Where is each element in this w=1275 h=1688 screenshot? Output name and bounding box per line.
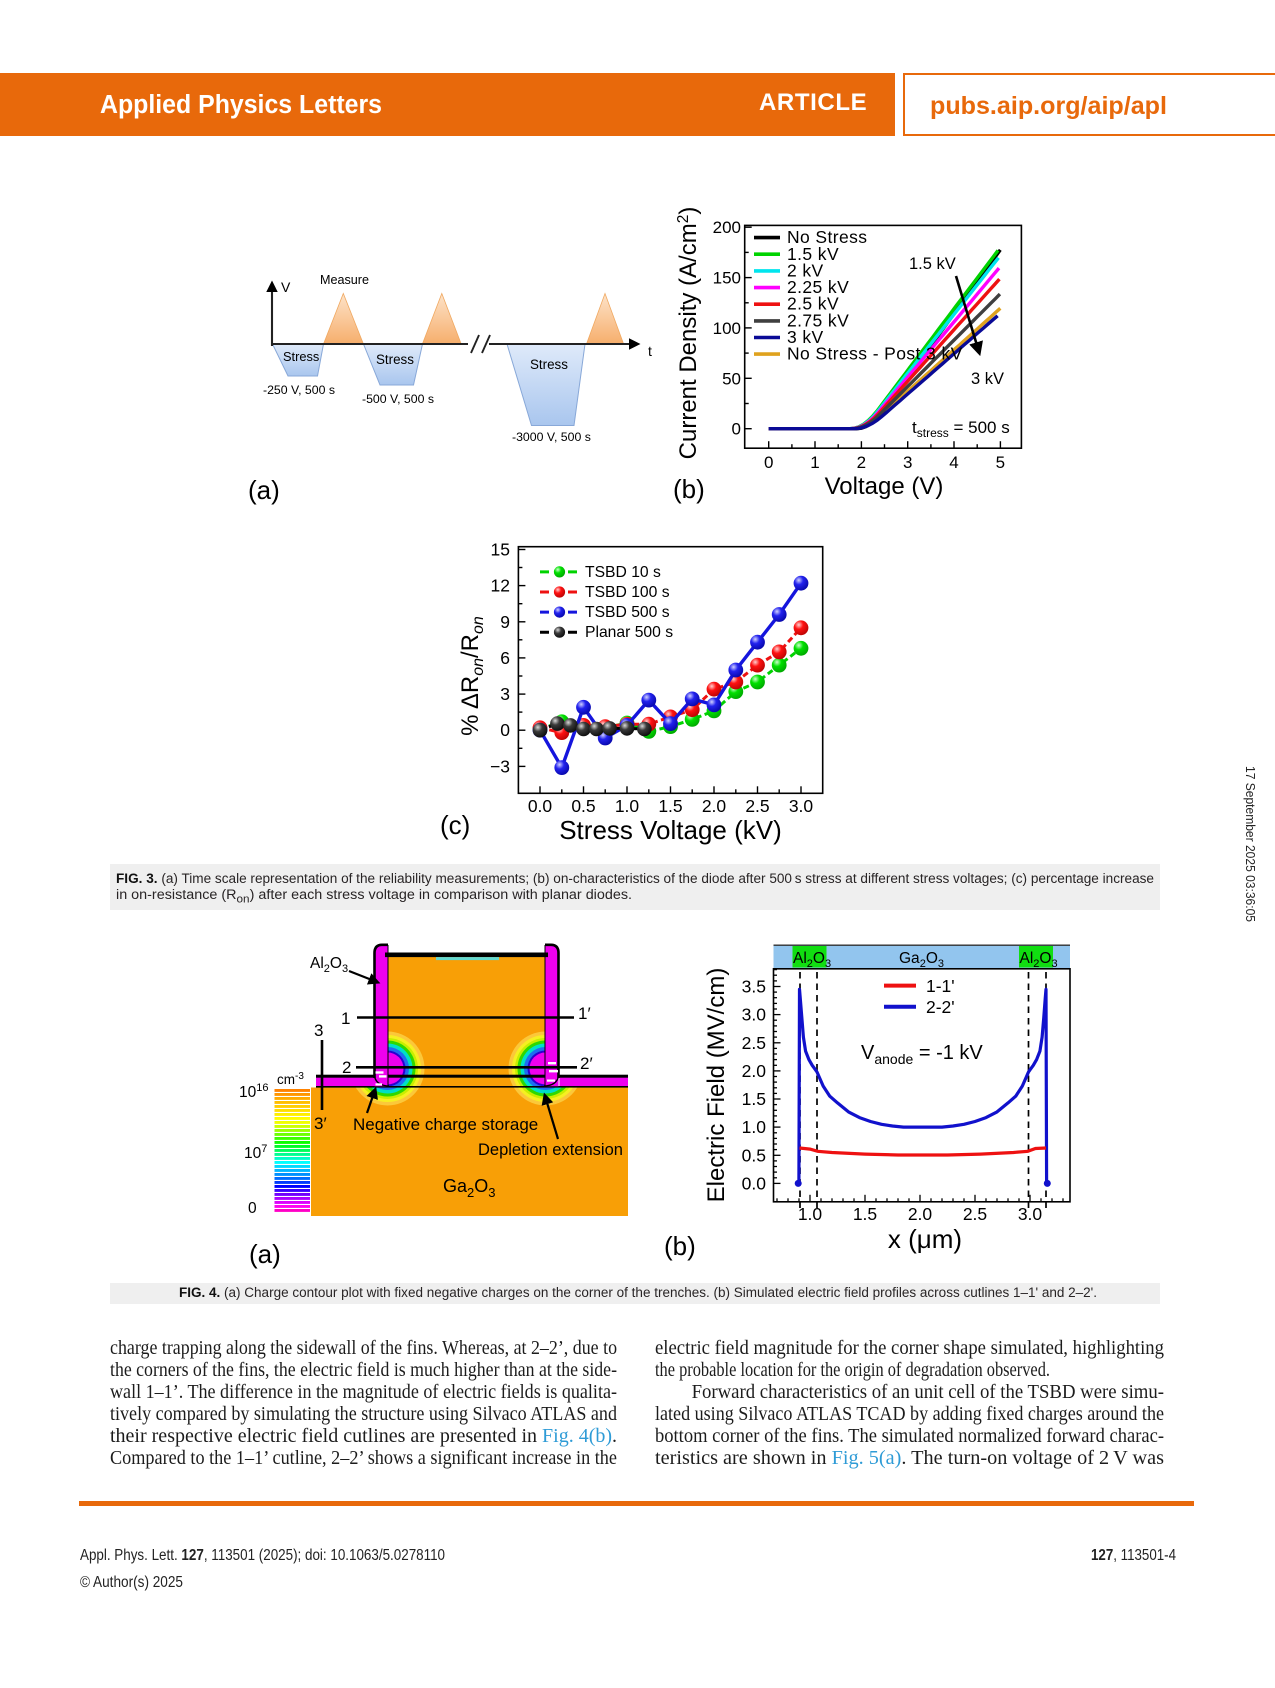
svg-text:1.0: 1.0 (742, 1117, 767, 1137)
svg-text:12: 12 (491, 576, 510, 596)
svg-text:2′: 2′ (580, 1054, 593, 1073)
svg-text:Stress Voltage (kV): Stress Voltage (kV) (559, 815, 782, 845)
svg-text:3 kV: 3 kV (971, 370, 1004, 388)
svg-text:1: 1 (810, 453, 819, 472)
svg-text:3.0: 3.0 (1018, 1204, 1043, 1224)
svg-text:2.0: 2.0 (742, 1061, 767, 1081)
svg-text:1: 1 (341, 1009, 350, 1028)
svg-text:Al2O3: Al2O3 (793, 950, 831, 970)
svg-text:Stress: Stress (376, 352, 414, 367)
svg-text:3 kV: 3 kV (787, 327, 824, 347)
svg-text:Voltage (V): Voltage (V) (825, 473, 944, 500)
svg-text:(a): (a) (249, 1239, 281, 1269)
svg-text:2 kV: 2 kV (787, 260, 824, 280)
svg-text:V: V (281, 279, 291, 295)
svg-text:(b): (b) (673, 474, 705, 504)
svg-text:2.5: 2.5 (742, 1033, 766, 1053)
svg-text:0: 0 (732, 420, 741, 439)
svg-text:Negative charge storage: Negative charge storage (353, 1115, 538, 1134)
svg-text:Current Density (A/cm2): Current Density (A/cm2) (675, 207, 702, 460)
svg-text:Al2O3: Al2O3 (1020, 950, 1058, 970)
svg-text:9: 9 (500, 612, 510, 632)
svg-text:1.0: 1.0 (615, 796, 640, 816)
svg-text:2.5 kV: 2.5 kV (787, 294, 839, 314)
svg-text:3.5: 3.5 (742, 977, 766, 997)
svg-text:TSBD 500 s: TSBD 500 s (585, 604, 670, 621)
svg-text:2.0: 2.0 (908, 1204, 933, 1224)
svg-text:2.5: 2.5 (963, 1204, 987, 1224)
svg-text:2.25 kV: 2.25 kV (787, 277, 849, 297)
svg-text:1.5: 1.5 (658, 796, 682, 816)
svg-text:50: 50 (722, 369, 741, 388)
svg-text:tstress = 500 s: tstress = 500 s (912, 418, 1010, 440)
svg-text:1.0: 1.0 (798, 1204, 823, 1224)
svg-text:100: 100 (713, 319, 741, 338)
svg-text:TSBD 10 s: TSBD 10 s (585, 564, 661, 581)
svg-text:2: 2 (342, 1058, 351, 1077)
svg-text:% ΔRon/Ron: % ΔRon/Ron (457, 616, 487, 736)
svg-text:0.5: 0.5 (571, 796, 595, 816)
svg-text:3: 3 (500, 684, 510, 704)
svg-text:Ga2O3: Ga2O3 (443, 1176, 496, 1200)
svg-text:-250 V, 500 s: -250 V, 500 s (263, 383, 335, 397)
svg-text:5: 5 (996, 453, 1005, 472)
svg-text:x (μm): x (μm) (888, 1224, 962, 1254)
svg-text:cm-3: cm-3 (277, 1071, 304, 1087)
svg-text:2.5: 2.5 (745, 796, 769, 816)
svg-text:Ga2O3: Ga2O3 (899, 950, 944, 970)
svg-text:1.5: 1.5 (742, 1089, 766, 1109)
svg-text:Stress: Stress (530, 357, 568, 372)
svg-text:−3: −3 (490, 756, 510, 776)
svg-text:3: 3 (314, 1021, 323, 1040)
svg-text:(c): (c) (440, 810, 470, 840)
svg-text:-3000 V, 500 s: -3000 V, 500 s (512, 430, 591, 444)
svg-text:1.5 kV: 1.5 kV (909, 255, 956, 273)
svg-text:Depletion extension: Depletion extension (478, 1141, 623, 1159)
svg-text:Vanode = -1 kV: Vanode = -1 kV (861, 1042, 983, 1067)
svg-text:No Stress: No Stress (787, 227, 867, 247)
svg-text:1-1': 1-1' (926, 976, 955, 996)
svg-text:2: 2 (857, 453, 866, 472)
svg-text:3′: 3′ (314, 1114, 327, 1133)
svg-text:(b): (b) (664, 1231, 696, 1261)
svg-text:150: 150 (713, 269, 741, 288)
svg-text:200: 200 (713, 218, 741, 237)
svg-text:Planar 500 s: Planar 500 s (585, 624, 673, 641)
svg-text:Electric Field (MV/cm): Electric Field (MV/cm) (703, 968, 730, 1203)
svg-text:4: 4 (949, 453, 958, 472)
svg-text:1.5: 1.5 (853, 1204, 877, 1224)
svg-text:(a): (a) (248, 475, 280, 505)
svg-text:Measure: Measure (320, 273, 369, 287)
svg-text:No Stress - Post 3 kV: No Stress - Post 3 kV (787, 344, 963, 364)
svg-text:TSBD 100 s: TSBD 100 s (585, 584, 670, 601)
svg-text:2.0: 2.0 (702, 796, 727, 816)
svg-text:3.0: 3.0 (789, 796, 814, 816)
svg-text:0: 0 (764, 453, 773, 472)
svg-text:Al2O3: Al2O3 (310, 955, 348, 975)
svg-text:1′: 1′ (578, 1004, 591, 1023)
svg-text:0.0: 0.0 (742, 1173, 767, 1193)
svg-text:3.0: 3.0 (742, 1005, 767, 1025)
svg-text:0.5: 0.5 (742, 1145, 766, 1165)
svg-text:0.0: 0.0 (528, 796, 553, 816)
svg-text:2.75 kV: 2.75 kV (787, 310, 849, 330)
svg-text:Stress: Stress (283, 349, 319, 364)
svg-text:1.5 kV: 1.5 kV (787, 244, 839, 264)
svg-text:t: t (648, 343, 652, 359)
svg-text:1016: 1016 (239, 1082, 269, 1101)
svg-text:-500 V, 500 s: -500 V, 500 s (362, 392, 434, 406)
svg-text:0: 0 (248, 1200, 257, 1217)
svg-text:15: 15 (491, 540, 510, 560)
svg-text:2-2': 2-2' (926, 997, 955, 1017)
svg-text:0: 0 (500, 720, 510, 740)
svg-text:3: 3 (903, 453, 912, 472)
svg-text:107: 107 (244, 1143, 267, 1162)
svg-text:6: 6 (500, 648, 510, 668)
